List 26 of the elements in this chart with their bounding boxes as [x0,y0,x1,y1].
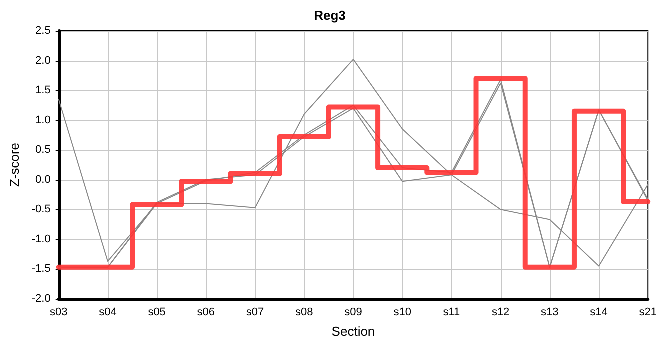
x-tick-label: s03 [50,306,68,318]
x-tick-label: s08 [296,306,314,318]
y-tick-label: 2.0 [36,54,51,67]
x-tick-label: s10 [394,306,412,318]
y-tick-label: -2.0 [32,293,51,305]
x-tick-label: s12 [492,306,510,318]
y-tick-label: 2.5 [36,25,51,37]
x-tick-label: s05 [148,306,166,318]
y-tick-label: -0.5 [32,204,51,216]
x-tick-label: s11 [443,306,460,318]
y-tick-label: 0.0 [36,174,51,186]
y-tick-label: 1.5 [36,84,51,97]
x-tick-label: s06 [197,306,216,318]
x-tick-label: s07 [246,306,264,318]
x-tick-label: s09 [344,306,362,318]
y-axis-title: Z-score [7,142,22,188]
x-tick-label: s14 [590,306,608,318]
x-tick-label: s04 [99,306,117,318]
y-tick-label: -1.0 [32,233,51,246]
y-tick-label: 1.0 [36,114,51,126]
x-tick-label: s21 [639,306,658,318]
y-tick-label: 0.5 [36,144,51,156]
y-tick-label: -1.5 [32,263,51,276]
x-tick-label: s13 [541,306,559,318]
x-axis-title: Section [332,324,376,339]
chart-title: Reg3 [314,8,346,23]
